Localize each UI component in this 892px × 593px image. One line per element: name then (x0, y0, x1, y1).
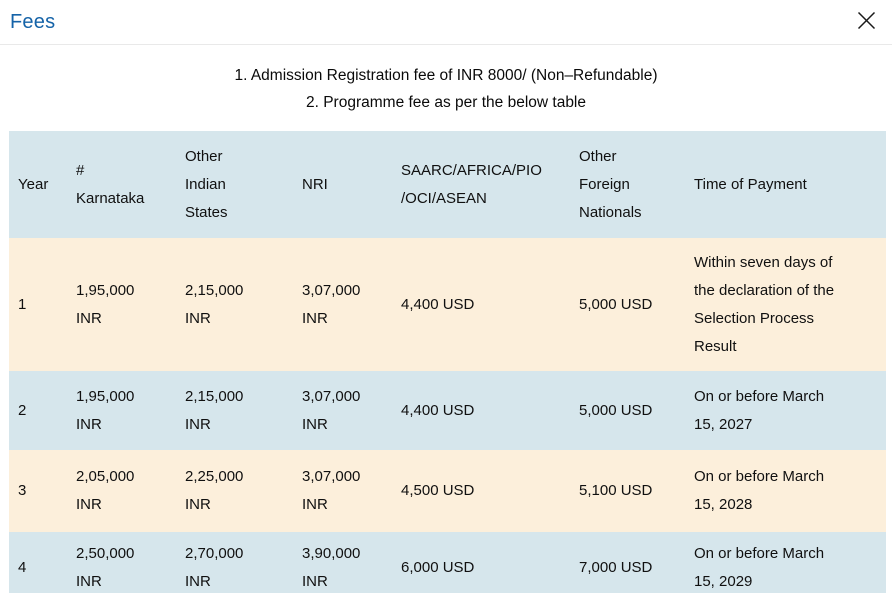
table-cell-other-indian-states: 2,15,000 INR (185, 387, 244, 433)
table-row: 3 2,05,000 INR 2,25,000 INR 3,07,000 INR 4,5… (9, 450, 886, 532)
table-cell-year: 1 (18, 295, 27, 313)
table-cell-year: 4 (18, 558, 27, 576)
table-cell-year: 2 (18, 401, 27, 419)
table-cell-other-foreign-nationals: 5,100 USD (579, 482, 653, 499)
table-cell-other-indian-states: 2,70,000 INR (185, 544, 244, 590)
table-cell-year: 3 (18, 482, 27, 499)
note-line-1: 1. Admission Registration fee of INR 800… (234, 67, 658, 84)
table-cell-nri: 3,07,000 INR (302, 468, 361, 513)
note-line-2: 2. Programme fee as per the below table (305, 94, 586, 111)
table-cell-other-foreign-nationals: 7,000 USD (579, 558, 653, 576)
fees-table-head-row: Year # Karnataka Other Indian States NRI SAA… (9, 131, 886, 238)
close-icon (857, 11, 876, 30)
table-cell-karnataka: 1,95,000 INR (76, 281, 135, 327)
table-cell-saarc-africa-pio-oci-asean: 6,000 USD (401, 558, 475, 576)
table-row: 2 1,95,000 INR 2,15,000 INR 3,07,000 INR 4,4… (9, 371, 886, 450)
column-header-saarc-africa-pio-oci-asean: SAARC/AFRICA/PIO /OCI/ASEAN (401, 161, 542, 207)
table-cell-time-of-payment: Within seven days of the declaration of … (694, 253, 835, 355)
table-cell-nri: 3,07,000 INR (302, 387, 361, 433)
table-cell-other-indian-states: 2,25,000 INR (185, 468, 244, 513)
table-row: 1 1,95,000 INR 2,15,000 INR 3,07,000 INR 4,4… (9, 238, 886, 371)
table-cell-saarc-africa-pio-oci-asean: 4,500 USD (401, 482, 475, 499)
fees-table-body: 1 1,95,000 INR 2,15,000 INR 3,07,000 INR 4,4… (9, 238, 886, 593)
close-button[interactable] (854, 8, 878, 32)
table-cell-other-foreign-nationals: 5,000 USD (579, 295, 653, 313)
table-cell-time-of-payment: On or before March 15, 2028 (694, 468, 825, 513)
modal-header: Fees (0, 0, 892, 45)
table-cell-time-of-payment: On or before March 15, 2029 (694, 544, 825, 590)
column-header-other-indian-states: Other Indian States (185, 147, 228, 221)
table-cell-nri: 3,90,000 INR (302, 544, 361, 590)
table-cell-nri: 3,07,000 INR (302, 281, 361, 327)
table-cell-karnataka: 2,05,000 INR (76, 468, 135, 513)
fees-table: Year # Karnataka Other Indian States NRI SAA… (9, 131, 886, 593)
table-cell-saarc-africa-pio-oci-asean: 4,400 USD (401, 401, 475, 419)
table-cell-karnataka: 2,50,000 INR (76, 544, 135, 590)
column-header-time-of-payment: Time of Payment (694, 175, 807, 193)
table-cell-saarc-africa-pio-oci-asean: 4,400 USD (401, 295, 475, 313)
column-header-year: Year (18, 175, 49, 193)
table-cell-other-indian-states: 2,15,000 INR (185, 281, 244, 327)
table-cell-other-foreign-nationals: 5,000 USD (579, 401, 653, 419)
fee-notes: 1. Admission Registration fee of INR 800… (0, 45, 892, 131)
column-header-nri: NRI (302, 175, 328, 193)
column-header-other-foreign-nationals: Other Foreign Nationals (579, 147, 642, 221)
table-cell-time-of-payment: On or before March 15, 2027 (694, 387, 825, 433)
modal-title: Fees (10, 10, 56, 33)
table-cell-karnataka: 1,95,000 INR (76, 387, 135, 433)
table-row: 4 2,50,000 INR 2,70,000 INR 3,90,000 INR 6,0… (9, 532, 886, 593)
fees-table-head: Year # Karnataka Other Indian States NRI SAA… (9, 131, 886, 238)
column-header-karnataka: # Karnataka (76, 161, 145, 207)
